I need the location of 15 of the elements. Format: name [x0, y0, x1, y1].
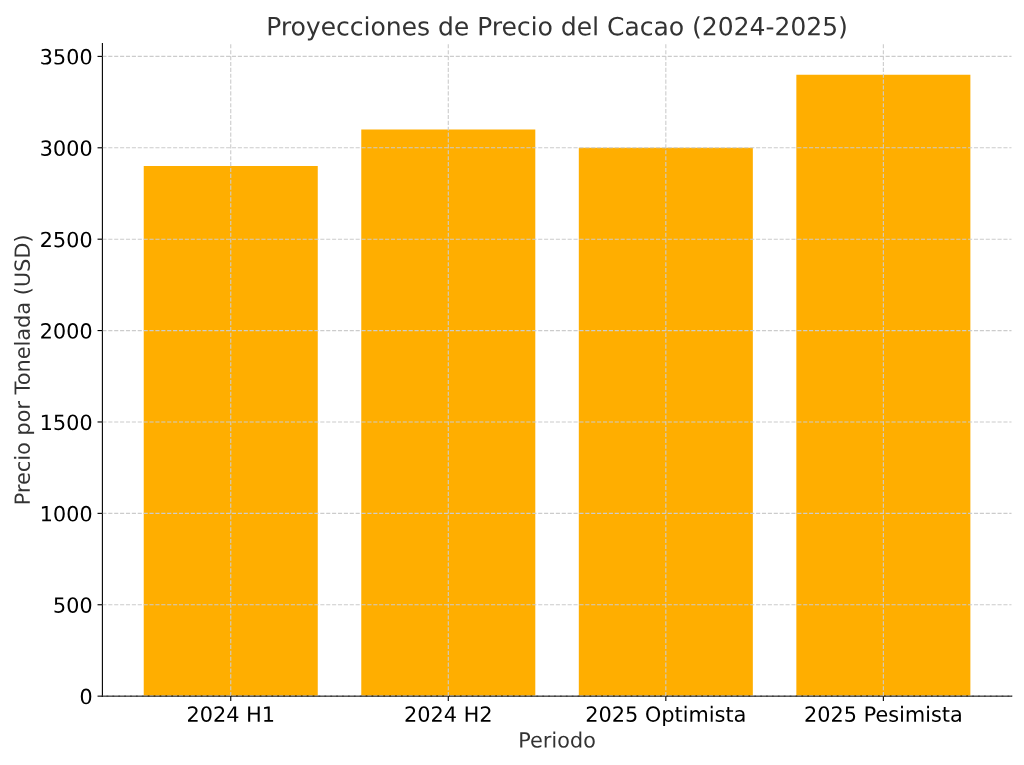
y-tick-label: 3500	[41, 48, 92, 65]
y-axis-title: Precio por Tonelada (USD)	[13, 236, 35, 504]
x-tick-label: 2025 Optimista	[586, 705, 745, 727]
x-axis-title: Periodo	[520, 731, 595, 748]
y-tick-label: 1000	[41, 505, 92, 522]
x-tick-label: 2025 Pesimista	[805, 705, 961, 722]
x-tick-label: 2024 H2	[405, 706, 491, 722]
y-tick-label: 3000	[41, 140, 92, 156]
y-tick-label: 0	[80, 688, 92, 705]
y-tick-label: 2000	[41, 323, 92, 339]
y-tick-label: 2500	[41, 231, 92, 248]
chart-title: Proyecciones de Precio del Cacao (2024-2025)	[268, 16, 846, 41]
y-tick-label: 1500	[41, 414, 92, 431]
x-tick-label: 2024 H1	[187, 706, 274, 722]
y-tick-label: 500	[54, 597, 92, 613]
